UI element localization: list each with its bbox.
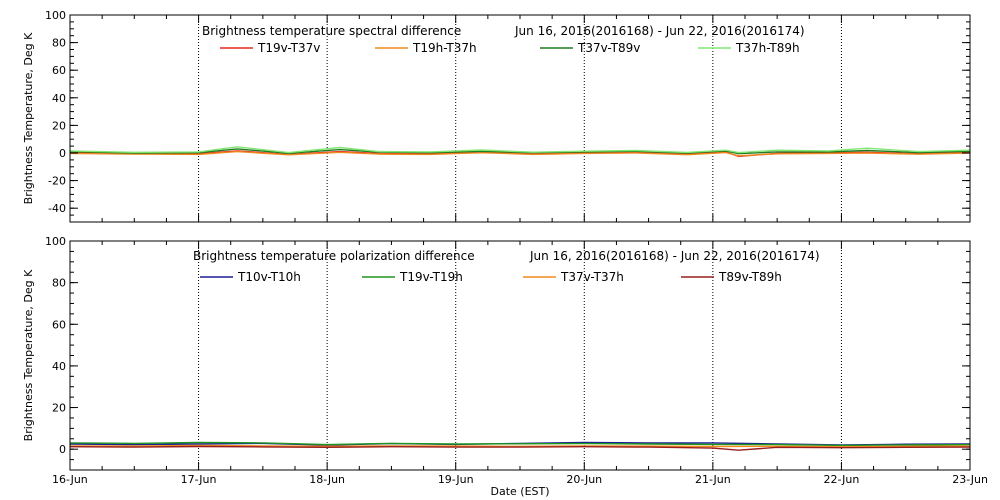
ytick-label: 60	[52, 64, 66, 77]
series-line-t19v-t19h	[69, 441, 971, 447]
panel-spectral: -40 -20 0 20 40 60 80 100 Brightness Temperature…	[22, 9, 971, 223]
ytick-label: 20	[52, 402, 66, 415]
ytick-label: 0	[59, 147, 66, 160]
y-axis-label: Brightness Temperature, Deg K	[22, 269, 35, 441]
chart-title: Brightness temperature spectral differen…	[202, 24, 461, 38]
xtick-label: 16-Jun	[52, 473, 88, 486]
series-line-t37v-t37h	[69, 444, 971, 448]
ytick-label: -40	[48, 202, 66, 215]
legend-label: T19h-T37h	[412, 41, 477, 55]
ytick-label: 20	[52, 119, 66, 132]
plot-frame	[69, 240, 971, 471]
legend-label: T19v-T37v	[257, 41, 320, 55]
series-line-t19h-t37h	[69, 150, 971, 157]
ytick-label: 40	[52, 360, 66, 373]
x-axis-label: Date (EST)	[490, 485, 549, 498]
series-line-t37h-t89h	[69, 146, 971, 154]
series-line-t89v-t89h	[69, 445, 971, 451]
panel-polarization: 0 20 40 60 80 100 16-Jun 17-Jun 18-Jun 19-Jun 20-J…	[22, 235, 988, 498]
xtick-label: 20-Jun	[566, 473, 602, 486]
chart-title: Brightness temperature polarization diff…	[193, 249, 475, 263]
ytick-label: 80	[52, 277, 66, 290]
chart-date-range: Jun 16, 2016(2016168) - Jun 22, 2016(201…	[529, 249, 820, 263]
ytick-label: 0	[59, 443, 66, 456]
xtick-label: 19-Jun	[438, 473, 474, 486]
legend-label: T19v-T19h	[399, 270, 463, 284]
xtick-label: 22-Jun	[824, 473, 860, 486]
legend-label: T37v-T37h	[560, 270, 624, 284]
ytick-label: 40	[52, 92, 66, 105]
plot-frame	[69, 14, 971, 223]
y-axis-label: Brightness Temperature, Deg K	[22, 32, 35, 204]
ytick-label: 60	[52, 318, 66, 331]
legend-label: T37v-T89v	[577, 41, 640, 55]
legend-label: T89v-T89h	[718, 270, 782, 284]
xtick-label: 23-Jun	[952, 473, 988, 486]
chart-date-range: Jun 16, 2016(2016168) - Jun 22, 2016(201…	[514, 24, 805, 38]
legend-label: T10v-T10h	[237, 270, 301, 284]
legend-label: T37h-T89h	[735, 41, 800, 55]
xtick-label: 21-Jun	[695, 473, 731, 486]
xtick-label: 17-Jun	[181, 473, 217, 486]
ytick-label: 100	[45, 9, 66, 22]
ytick-label: 80	[52, 37, 66, 50]
ytick-label: 100	[45, 235, 66, 248]
xtick-label: 18-Jun	[309, 473, 345, 486]
ytick-label: -20	[48, 175, 66, 188]
